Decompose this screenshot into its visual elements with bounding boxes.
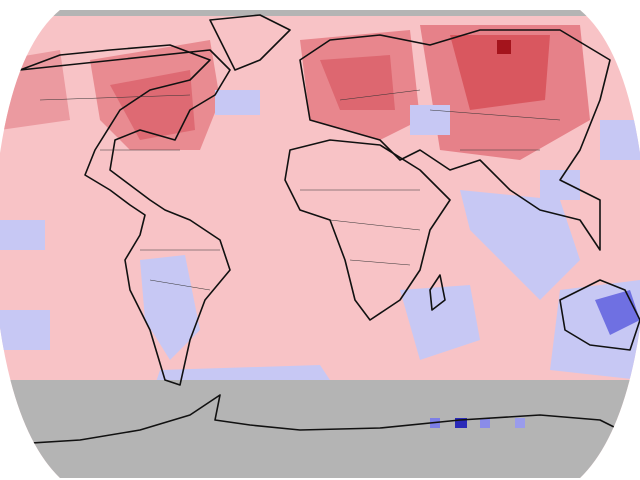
cool-patch [0, 220, 45, 250]
cool-patch [215, 90, 260, 115]
coastlines [0, 14, 640, 446]
africa-coast [284, 139, 451, 321]
warm-anomalies [0, 25, 590, 450]
cool-patch [455, 418, 467, 428]
warm-patch [110, 70, 195, 140]
cool-strong-patch [595, 290, 640, 335]
country-borders [39, 89, 561, 291]
warm-extreme [497, 40, 511, 54]
cool-patch [410, 105, 450, 135]
cool-patch [600, 120, 640, 160]
australia-coast [559, 279, 640, 351]
cool-patch [400, 285, 480, 360]
antarctica-coast [0, 394, 640, 446]
cool-patch [540, 170, 580, 200]
warm-patch [320, 55, 395, 110]
madagascar-coast [429, 274, 446, 311]
border-lines [39, 89, 561, 291]
cool-patch [0, 310, 50, 350]
greenland-coast [209, 14, 291, 71]
arctic-no-data [0, 10, 640, 16]
warm-patch [450, 35, 550, 110]
cool-patch [515, 418, 525, 428]
warm-patch [0, 50, 70, 130]
cool-patch [480, 418, 490, 428]
americas-coast [19, 44, 231, 386]
cool-patch [460, 190, 580, 300]
cool-patch [140, 255, 200, 360]
